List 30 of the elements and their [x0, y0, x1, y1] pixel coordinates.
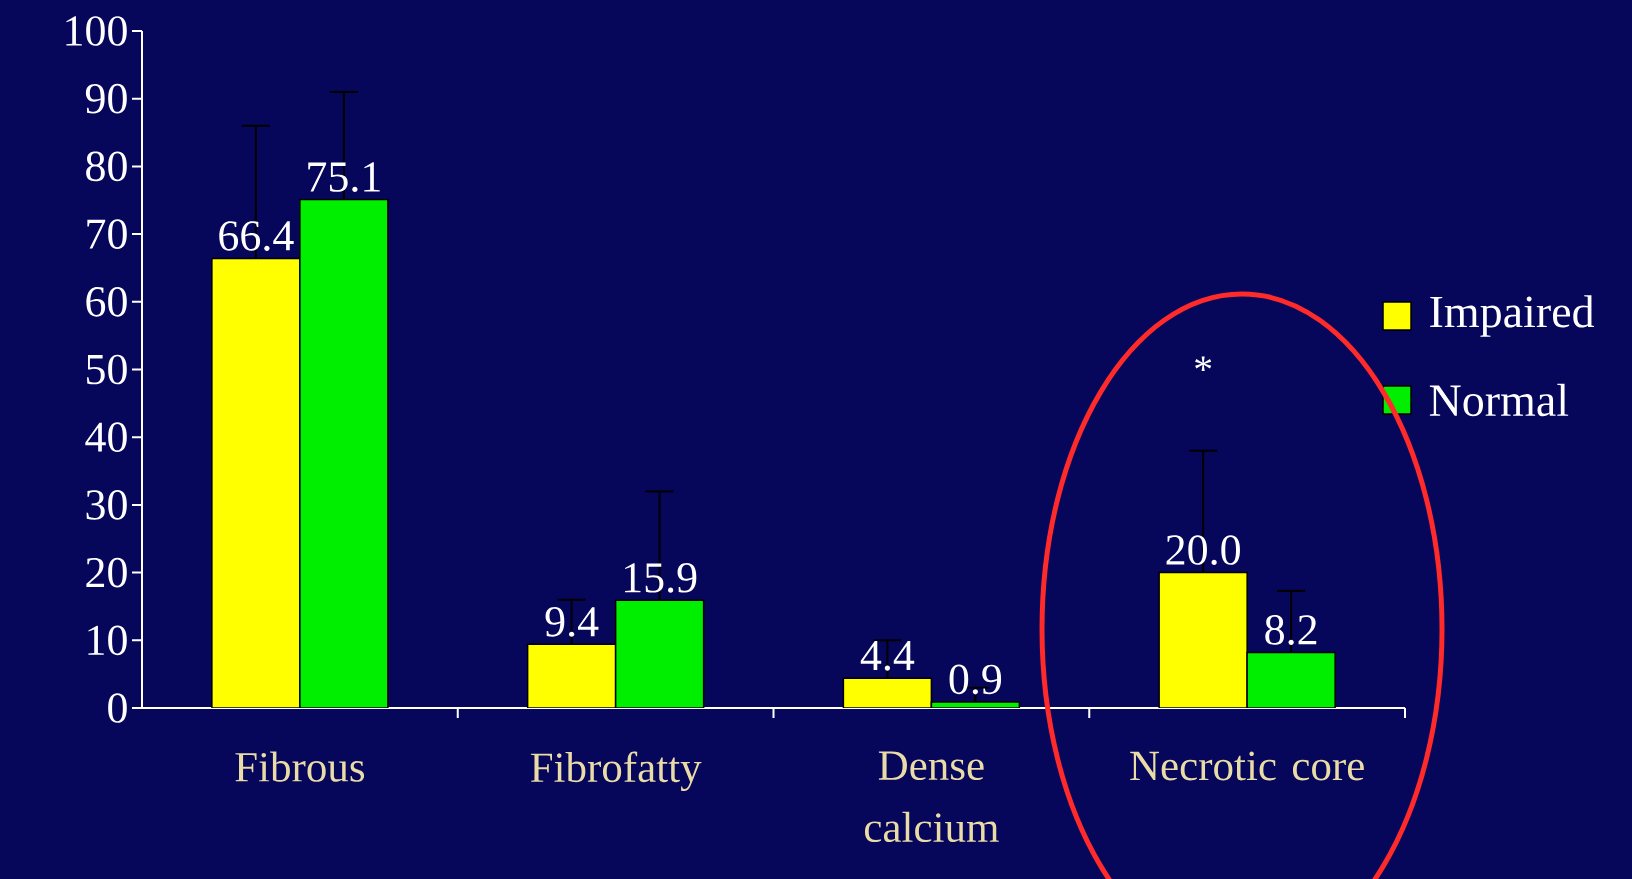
data-label: 4.4 [860, 641, 915, 671]
bar [526, 643, 617, 708]
y-tick-label: 70 [87, 219, 127, 249]
bar [211, 257, 301, 708]
data-label: 66.4 [219, 221, 294, 251]
y-tick-label: 50 [87, 354, 127, 385]
bar [842, 677, 933, 708]
y-tick-label: 40 [85, 422, 127, 453]
data-label: 0.9 [949, 664, 1002, 695]
y-tick-label: 30 [86, 490, 127, 520]
legend-label: Impaired [1430, 295, 1595, 337]
bar [1158, 571, 1248, 708]
data-label: 8.2 [1265, 615, 1317, 645]
y-tick-label: 0 [108, 693, 127, 723]
y-tick-label: 60 [86, 286, 127, 317]
y-tick-label: 100 [66, 16, 127, 46]
x-tick-label: Necrotic core [1130, 751, 1364, 781]
y-tick-label: 10 [88, 625, 127, 656]
y-tick-label: 20 [86, 557, 127, 588]
x-tick-label: Fibrous [235, 751, 365, 782]
x-tick-label: Dense calcium [864, 751, 999, 843]
annotation: * [1195, 356, 1212, 372]
y-tick-label: 80 [86, 151, 127, 182]
legend-label: Normal [1429, 383, 1569, 417]
data-label: 15.9 [625, 563, 697, 593]
data-label: 20.0 [1166, 535, 1240, 566]
data-label: 75.1 [308, 162, 380, 193]
x-tick-label: Fibrofatty [530, 751, 702, 792]
data-label: 9.4 [545, 607, 599, 637]
y-tick-label: 90 [85, 83, 127, 114]
